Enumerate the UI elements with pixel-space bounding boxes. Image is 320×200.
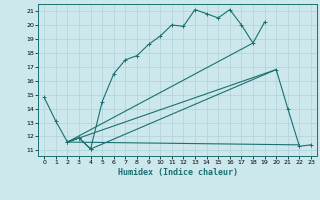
X-axis label: Humidex (Indice chaleur): Humidex (Indice chaleur) (118, 168, 238, 177)
